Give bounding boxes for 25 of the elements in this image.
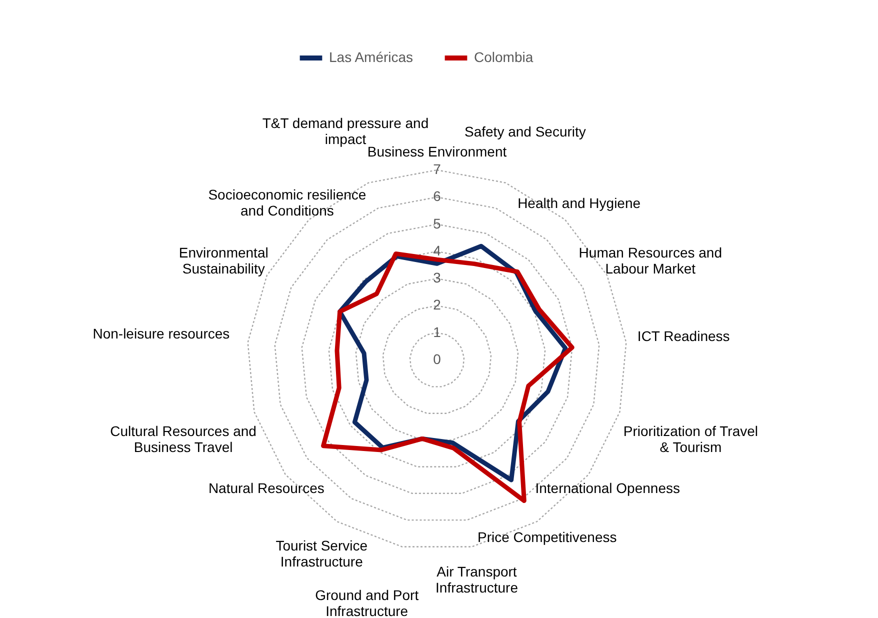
spoke-label: Price Competitiveness bbox=[477, 528, 617, 545]
legend-label: Colombia bbox=[474, 49, 534, 65]
spoke-label: ICT Readiness bbox=[637, 328, 730, 344]
spoke-label: Natural Resources bbox=[208, 480, 324, 496]
spoke-label: Air Transport Infrastructure bbox=[436, 564, 518, 596]
y-tick-label: 3 bbox=[433, 270, 442, 286]
spoke-label: Ground and Port Infrastructure bbox=[315, 587, 419, 618]
y-tick-label: 5 bbox=[433, 215, 442, 232]
y-tick-label: 4 bbox=[433, 242, 442, 258]
spoke-label: Human Resources and Labour Market bbox=[578, 244, 722, 277]
spoke-label: Prioritization of Travel & Tourism bbox=[623, 423, 758, 456]
y-tick-label: 6 bbox=[433, 188, 442, 204]
y-tick-label: 7 bbox=[433, 161, 442, 177]
spoke-label: Tourist Service Infrastructure bbox=[276, 537, 368, 570]
y-tick-label: 1 bbox=[433, 324, 442, 340]
y-tick-label: 0 bbox=[433, 351, 442, 367]
spoke-label: Health and Hygiene bbox=[518, 195, 641, 212]
legend-label: Las Américas bbox=[329, 49, 414, 65]
spoke-label: Environmental Sustainability bbox=[178, 244, 268, 277]
y-tick-label: 2 bbox=[433, 296, 442, 313]
spoke-label: Safety and Security bbox=[464, 123, 586, 140]
spoke-label: Socioeconomic resilience and Conditions bbox=[208, 186, 366, 219]
spoke-label: Non-leisure resources bbox=[92, 325, 230, 342]
spoke-label: International Openness bbox=[535, 480, 680, 496]
spoke-label: Cultural Resources and Business Travel bbox=[110, 423, 256, 456]
